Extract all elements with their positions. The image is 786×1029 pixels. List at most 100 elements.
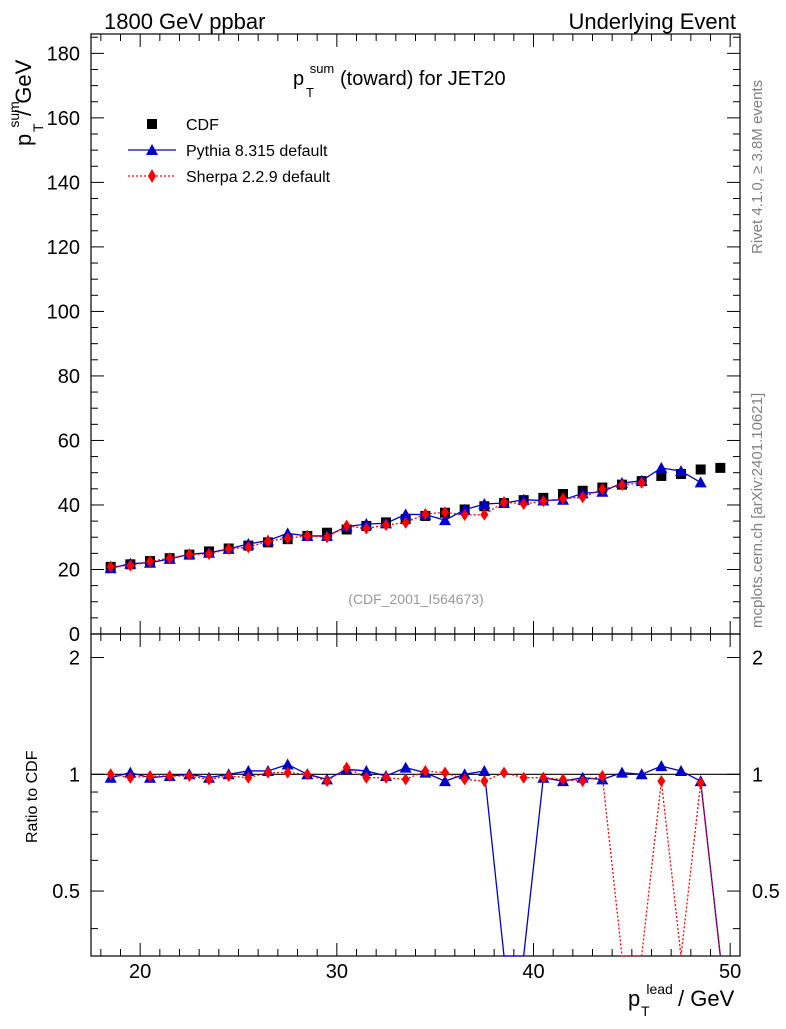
sherpa-ratio-point (165, 769, 174, 782)
pythia-ratio-line (110, 763, 721, 957)
sherpa-ratio-point (696, 776, 705, 789)
sherpa-ratio-point (224, 769, 233, 782)
sherpa-point (342, 519, 351, 532)
pythia-point (399, 508, 412, 520)
sherpa-ratio-point (421, 764, 430, 777)
sherpa-point (480, 508, 489, 521)
ratio-tick-label: 1 (69, 764, 80, 786)
pythia-ratio-point (360, 764, 373, 776)
sherpa-point (146, 555, 154, 568)
pythia-point (675, 465, 687, 477)
sherpa-ratio-point (362, 771, 371, 784)
sherpa-ratio-point (382, 771, 390, 784)
x-axis-label-sub: T (641, 1003, 650, 1019)
legend-marker-pythia (146, 144, 158, 155)
sherpa-ratio-point (342, 761, 351, 774)
sherpa-ratio-point (460, 773, 469, 786)
plot-title: p sum T (toward) for JET20 (293, 56, 506, 102)
sherpa-point (224, 542, 233, 555)
x-axis-label-sup: lead (646, 981, 672, 997)
sherpa-ratio-point (283, 766, 292, 779)
y-tick-label: 140 (47, 172, 80, 194)
x-tick-label: 50 (719, 961, 741, 983)
sherpa-ratio-point (539, 771, 548, 784)
pythia-ratio-point (399, 761, 412, 773)
legend-marker-sherpa (148, 169, 156, 183)
pythia-ratio-point (478, 764, 491, 776)
plot-title-rest: (toward) for JET20 (340, 68, 506, 90)
x-axis-label-rest: / GeV (678, 986, 735, 1011)
y-tick-label: 120 (47, 237, 80, 259)
sherpa-point (126, 559, 135, 572)
tick-labels: 20 30 40 50 0 20 40 60 80 100 120 140 160 180 0.5 0.5 1 1… (47, 43, 780, 983)
sherpa-ratio-point (401, 773, 410, 786)
y-axis-label-main: p (11, 134, 36, 146)
y-tick-label: 0 (69, 624, 80, 646)
y-tick-label: 160 (47, 108, 80, 130)
sherpa-ratio-point (106, 768, 115, 781)
pythia-ratio-point (439, 775, 451, 787)
sherpa-point (382, 518, 390, 531)
sherpa-ratio-point (578, 775, 587, 788)
sherpa-point (244, 541, 253, 554)
legend-marker-cdf (147, 119, 157, 129)
sherpa-point (283, 532, 292, 545)
sherpa-point (205, 548, 213, 560)
cdf-data-point (695, 464, 706, 475)
sherpa-ratio-point (559, 773, 567, 786)
sherpa-ratio-point (657, 775, 666, 788)
rivet-label: Rivet 4.1.0, ≥ 3.8M events (749, 80, 766, 254)
sherpa-ratio-point (126, 771, 135, 784)
y-tick-label: 100 (47, 301, 80, 323)
y-axis-label: p sum T / GeV (0, 59, 48, 146)
mcplots-label: mcplots.cern.ch [arXiv:2401.10621] (749, 393, 766, 628)
y-tick-label: 80 (58, 366, 80, 388)
x-tick-label: 30 (326, 961, 348, 983)
sherpa-ratio-point (264, 766, 272, 779)
ratio-tick-label: 0.5 (52, 881, 80, 903)
plot-title-main: p (293, 68, 304, 90)
y-tick-label: 60 (58, 430, 80, 452)
sherpa-point (598, 483, 607, 496)
sherpa-ratio-point (205, 773, 213, 786)
y-axis-label-sub: T (30, 123, 46, 132)
ratio-axis-label: Ratio to CDF (24, 750, 41, 843)
sherpa-point (559, 492, 567, 505)
analysis-id: (CDF_2001_I564673) (348, 591, 483, 607)
y-axis-label-sup: sum (6, 101, 22, 127)
pythia-ratio-point (281, 758, 294, 770)
sherpa-ratio-point (303, 768, 312, 781)
header-right: Underlying Event (568, 9, 736, 34)
sherpa-ratio-point (598, 769, 607, 782)
sherpa-ratio-point (185, 769, 194, 782)
ratio-series (104, 758, 721, 957)
sherpa-point (519, 498, 528, 510)
plot-title-sub: T (306, 85, 314, 100)
sherpa-ratio-point (500, 766, 508, 779)
pythia-ratio-point (675, 764, 687, 776)
legend: CDF Pythia 8.315 default Sherpa 2.2.9 de… (128, 117, 331, 186)
legend-label-sherpa: Sherpa 2.2.9 default (186, 169, 331, 186)
y-tick-label: 40 (58, 495, 80, 517)
ratio-tick-label-right: 2 (752, 648, 763, 670)
main-series (104, 461, 726, 574)
cdf-data-point (656, 470, 667, 481)
sherpa-point (637, 476, 646, 489)
sherpa-ratio-point (519, 771, 528, 784)
sherpa-point (185, 548, 194, 561)
sherpa-point (578, 491, 587, 504)
y-tick-label: 20 (58, 559, 80, 581)
ratio-tick-label-right: 0.5 (752, 881, 780, 903)
svg-text:p sum T / G: p sum T / GeV (0, 59, 48, 146)
sherpa-point (264, 535, 272, 548)
pythia-point (655, 461, 668, 473)
sherpa-ratio-point (441, 766, 449, 779)
pythia-ratio-point (242, 764, 255, 776)
sherpa-ratio-point (323, 775, 331, 788)
sherpa-point (500, 496, 508, 509)
y-axis-label-rest: / GeV (11, 59, 36, 116)
pythia-point (439, 514, 451, 526)
sherpa-point (165, 552, 174, 565)
